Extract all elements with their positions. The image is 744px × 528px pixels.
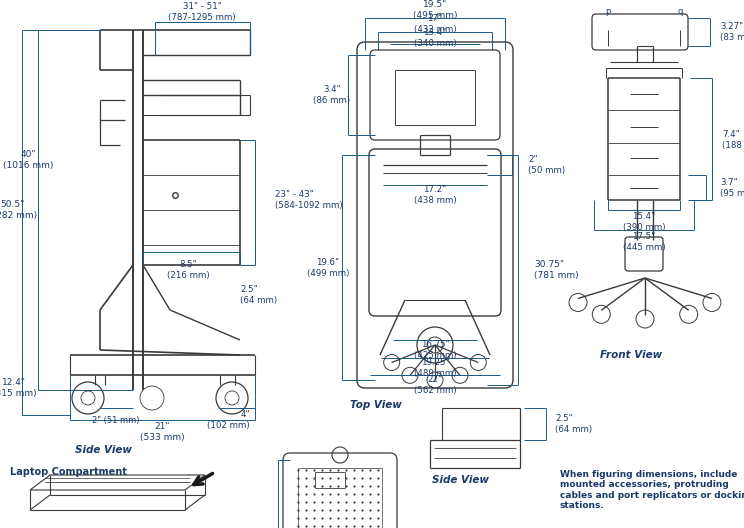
Text: 3.27"
(83 mm): 3.27" (83 mm) xyxy=(720,22,744,42)
Text: 12.4"
(315 mm): 12.4" (315 mm) xyxy=(0,378,36,398)
Text: Top View: Top View xyxy=(350,400,402,410)
Text: 19.6"
(499 mm): 19.6" (499 mm) xyxy=(307,258,349,278)
Text: 2.5"
(64 mm): 2.5" (64 mm) xyxy=(240,285,277,305)
Text: 3.4"
(86 mm): 3.4" (86 mm) xyxy=(313,86,350,105)
Text: Side View: Side View xyxy=(75,445,132,455)
Text: q: q xyxy=(677,7,683,16)
Text: When figuring dimensions, include
mounted accessories, protruding
cables and por: When figuring dimensions, include mounte… xyxy=(560,470,744,510)
Text: p: p xyxy=(606,7,611,16)
Text: 21"
(533 mm): 21" (533 mm) xyxy=(140,422,185,442)
Text: 2" (51 mm): 2" (51 mm) xyxy=(92,416,140,425)
Text: 19.25"
(489 mm): 19.25" (489 mm) xyxy=(414,359,456,378)
Text: 4"
(102 mm): 4" (102 mm) xyxy=(208,410,250,430)
Text: Front View: Front View xyxy=(600,350,662,360)
Text: 7.4"
(188 mm): 7.4" (188 mm) xyxy=(722,130,744,150)
Text: 31" - 51"
(787-1295 mm): 31" - 51" (787-1295 mm) xyxy=(168,2,236,22)
Text: 15.4"
(390 mm): 15.4" (390 mm) xyxy=(623,212,665,232)
Text: 50.5"
(1282 mm): 50.5" (1282 mm) xyxy=(0,200,37,220)
Text: Laptop Compartment: Laptop Compartment xyxy=(10,467,127,477)
Text: 17.5"
(445 mm): 17.5" (445 mm) xyxy=(623,232,665,252)
Text: 2"
(50 mm): 2" (50 mm) xyxy=(528,155,565,175)
Text: 3.7"
(95 mm): 3.7" (95 mm) xyxy=(720,178,744,197)
Text: 30.75"
(781 mm): 30.75" (781 mm) xyxy=(534,260,579,280)
Text: Side View: Side View xyxy=(432,475,489,485)
Text: 8.5"
(216 mm): 8.5" (216 mm) xyxy=(167,260,209,280)
Text: 13.4"
(340 mm): 13.4" (340 mm) xyxy=(414,29,456,48)
Text: 17.2"
(438 mm): 17.2" (438 mm) xyxy=(414,185,456,205)
Text: 19.5"
(495 mm): 19.5" (495 mm) xyxy=(413,1,458,20)
Text: 17"
(432 mm): 17" (432 mm) xyxy=(414,14,456,34)
Text: 40"
(1016 mm): 40" (1016 mm) xyxy=(3,150,53,169)
Text: 2.5"
(64 mm): 2.5" (64 mm) xyxy=(555,414,592,433)
Text: 16.75"
(425 mm): 16.75" (425 mm) xyxy=(414,341,456,360)
Text: 22"
(562 mm): 22" (562 mm) xyxy=(414,375,456,395)
Text: 23" - 43"
(584-1092 mm): 23" - 43" (584-1092 mm) xyxy=(275,190,343,210)
